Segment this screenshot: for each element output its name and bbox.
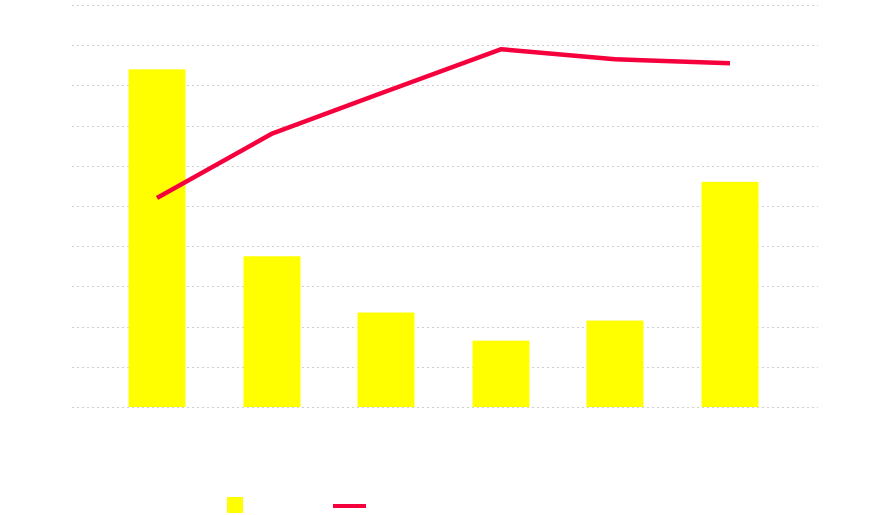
legend [227, 497, 366, 513]
bar [243, 256, 301, 407]
bar [357, 312, 415, 407]
bar-series [128, 69, 759, 407]
legend-bar-swatch [227, 497, 243, 513]
line-series [155, 46, 731, 200]
gridlines [72, 5, 818, 408]
bar [586, 320, 644, 407]
series-line [155, 46, 731, 200]
bar [472, 340, 530, 407]
bar [701, 181, 759, 407]
bar [128, 69, 186, 407]
